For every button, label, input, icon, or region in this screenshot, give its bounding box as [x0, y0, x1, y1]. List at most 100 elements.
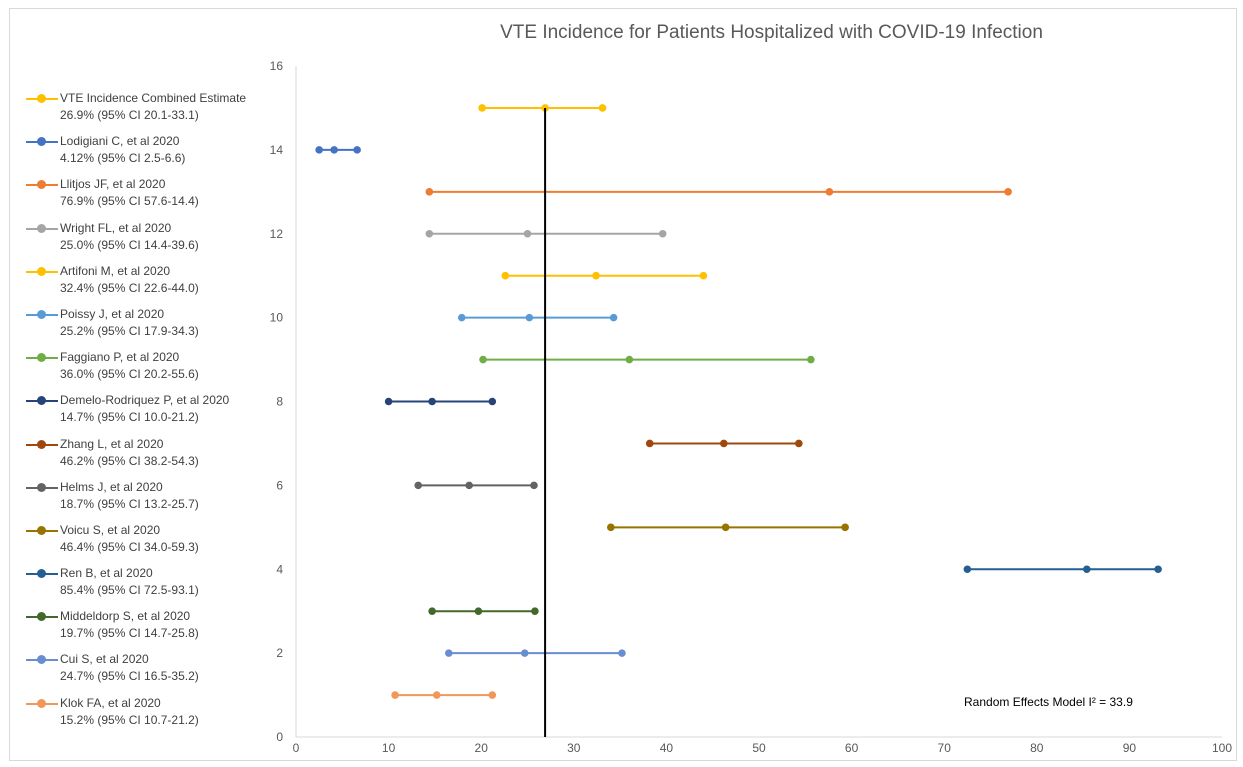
legend-series-name: Lodigiani C, et al 2020	[60, 134, 180, 149]
x-tick-label: 80	[1030, 741, 1044, 755]
data-point	[353, 146, 361, 154]
data-point	[1004, 188, 1012, 196]
legend-swatch	[26, 612, 58, 622]
data-point	[474, 607, 483, 615]
legend-item: Artifoni M, et al 2020 32.4% (95% CI 22.6…	[26, 264, 276, 307]
legend-swatch	[26, 569, 58, 579]
x-tick-label: 40	[660, 741, 674, 755]
y-tick-label: 12	[270, 227, 284, 241]
legend-item: Poissy J, et al 2020 25.2% (95% CI 17.9-3…	[26, 307, 276, 350]
data-point	[609, 313, 618, 322]
data-point	[414, 481, 423, 490]
legend-series-ci: 25.2% (95% CI 17.9-34.3)	[60, 323, 199, 338]
legend-series-name: Zhang L, et al 2020	[60, 436, 164, 451]
legend-swatch-dot	[37, 525, 46, 535]
data-point	[531, 607, 539, 615]
data-point	[428, 607, 436, 615]
legend-swatch-dot	[37, 482, 46, 492]
legend-series-ci: 14.7% (95% CI 10.0-21.2)	[60, 410, 199, 425]
data-point	[330, 146, 338, 154]
legend-swatch-dot	[37, 94, 46, 103]
legend-series-name: Klok FA, et al 2020	[60, 695, 161, 710]
legend-swatch-dot	[37, 223, 46, 233]
x-tick-label: 90	[1123, 741, 1137, 755]
legend-series-name: Helms J, et al 2020	[60, 479, 163, 494]
legend-series-name: Poissy J, et al 2020	[60, 306, 165, 321]
legend-swatch	[26, 482, 58, 493]
legend-swatch-dot	[37, 612, 46, 622]
chart-title: VTE Incidence for Patients Hospitalized …	[500, 22, 1043, 43]
legend-swatch	[26, 223, 58, 234]
data-point	[795, 439, 803, 448]
data-point	[432, 691, 441, 699]
data-point	[618, 649, 626, 657]
y-tick-label: 4	[276, 562, 283, 576]
legend-series-name: Middeldorp S, et al 2020	[60, 609, 191, 624]
data-point	[658, 229, 667, 238]
legend-swatch	[26, 655, 58, 665]
data-point	[465, 481, 473, 490]
legend-series-ci: 25.0% (95% CI 14.4-39.6)	[60, 237, 199, 252]
legend-series-ci: 36.0% (95% CI 20.2-55.6)	[60, 367, 199, 382]
data-point	[963, 565, 972, 574]
data-point	[478, 104, 486, 112]
y-tick-label: 6	[276, 478, 283, 492]
legend-swatch-dot	[37, 353, 46, 363]
legend-swatch	[26, 137, 58, 147]
data-point	[425, 229, 434, 238]
data-point	[444, 649, 453, 657]
legend-series-name: Ren B, et al 2020	[60, 566, 153, 581]
data-point	[1083, 565, 1091, 574]
legend-series-ci: 76.9% (95% CI 57.6-14.4)	[60, 194, 199, 209]
data-point	[607, 523, 615, 532]
legend-item: Helms J, et al 2020 18.7% (95% CI 13.2-25…	[26, 480, 276, 523]
legend-series-name: Wright FL, et al 2020	[60, 220, 172, 235]
legend-swatch-dot	[37, 180, 46, 190]
y-tick-label: 10	[270, 311, 284, 325]
legend-series-ci: 15.2% (95% CI 10.7-21.2)	[60, 712, 199, 727]
y-tick-label: 14	[270, 143, 284, 157]
data-point	[315, 146, 323, 154]
legend-item: Zhang L, et al 2020 46.2% (95% CI 38.2-54…	[26, 437, 276, 480]
legend-swatch-dot	[37, 396, 46, 406]
x-tick-label: 30	[567, 741, 581, 755]
data-point	[807, 355, 815, 364]
chart-frame	[9, 8, 1237, 761]
chart-legend: VTE Incidence Combined Estimate 26.9% (95…	[26, 91, 276, 739]
legend-swatch	[26, 698, 58, 709]
legend-item: VTE Incidence Combined Estimate 26.9% (95…	[26, 91, 276, 134]
model-annotation: Random Effects Model I² = 33.9	[964, 695, 1133, 709]
legend-swatch	[26, 180, 58, 190]
legend-series-name: Cui S, et al 2020	[60, 652, 149, 667]
legend-series-ci: 46.4% (95% CI 34.0-59.3)	[60, 539, 199, 554]
legend-swatch-dot	[37, 655, 46, 665]
legend-swatch	[26, 439, 58, 450]
data-point	[625, 355, 634, 364]
legend-swatch-dot	[37, 569, 46, 579]
data-point	[720, 439, 728, 448]
x-tick-label: 0	[293, 741, 300, 755]
legend-series-name: Demelo-Rodriquez P, et al 2020	[60, 393, 230, 408]
data-point	[841, 523, 849, 532]
y-tick-label: 0	[276, 730, 283, 744]
legend-series-name: Artifoni M, et al 2020	[60, 263, 171, 278]
legend-item: Voicu S, et al 2020 46.4% (95% CI 34.0-59…	[26, 523, 276, 566]
data-point	[525, 313, 534, 322]
x-tick-label: 10	[382, 741, 396, 755]
y-tick-label: 8	[276, 395, 283, 409]
y-tick-label: 2	[276, 646, 283, 660]
legend-series-ci: 46.2% (95% CI 38.2-54.3)	[60, 453, 199, 468]
data-point	[457, 313, 466, 322]
legend-series-ci: 32.4% (95% CI 22.6-44.0)	[60, 280, 199, 295]
legend-swatch	[26, 525, 58, 536]
legend-item: Middeldorp S, et al 2020 19.7% (95% CI 14…	[26, 609, 276, 652]
legend-series-name: Faggiano P, et al 2020	[60, 350, 180, 365]
x-tick-label: 50	[752, 741, 766, 755]
legend-item: Cui S, et al 2020 24.7% (95% CI 16.5-35.2…	[26, 652, 276, 695]
legend-series-ci: 19.7% (95% CI 14.7-25.8)	[60, 626, 199, 641]
legend-swatch-dot	[37, 439, 46, 449]
legend-item: Faggiano P, et al 2020 36.0% (95% CI 20.2…	[26, 350, 276, 393]
legend-swatch	[26, 266, 58, 277]
legend-series-name: VTE Incidence Combined Estimate	[60, 91, 247, 105]
